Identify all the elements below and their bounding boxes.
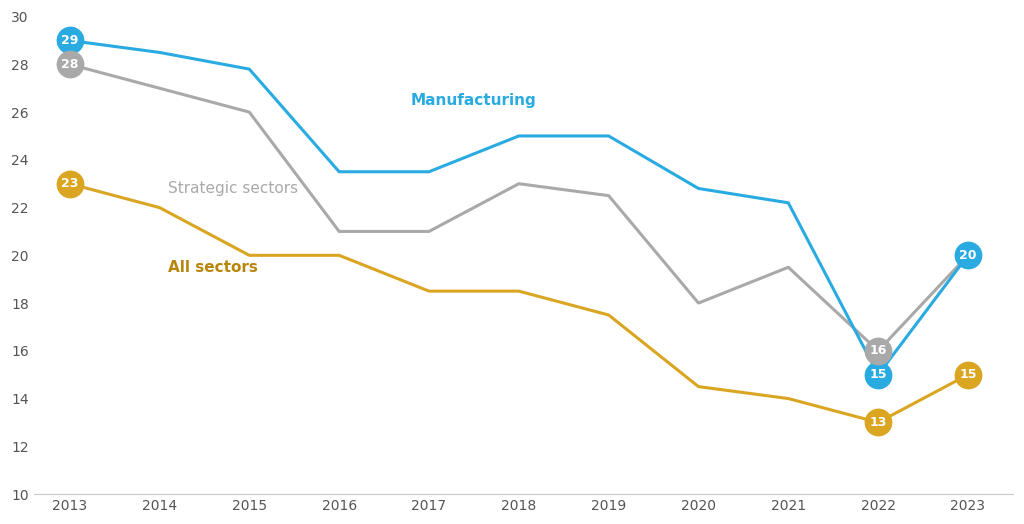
Text: 16: 16 [869, 344, 887, 357]
Text: 23: 23 [61, 177, 79, 190]
Text: 13: 13 [869, 416, 887, 429]
Text: 15: 15 [959, 368, 977, 381]
Text: 20: 20 [959, 249, 977, 262]
Text: 29: 29 [61, 34, 79, 47]
Text: Strategic sectors: Strategic sectors [169, 181, 299, 196]
Text: All sectors: All sectors [169, 260, 258, 275]
Text: 15: 15 [869, 368, 887, 381]
Text: 28: 28 [61, 58, 79, 71]
Text: Manufacturing: Manufacturing [411, 93, 537, 107]
